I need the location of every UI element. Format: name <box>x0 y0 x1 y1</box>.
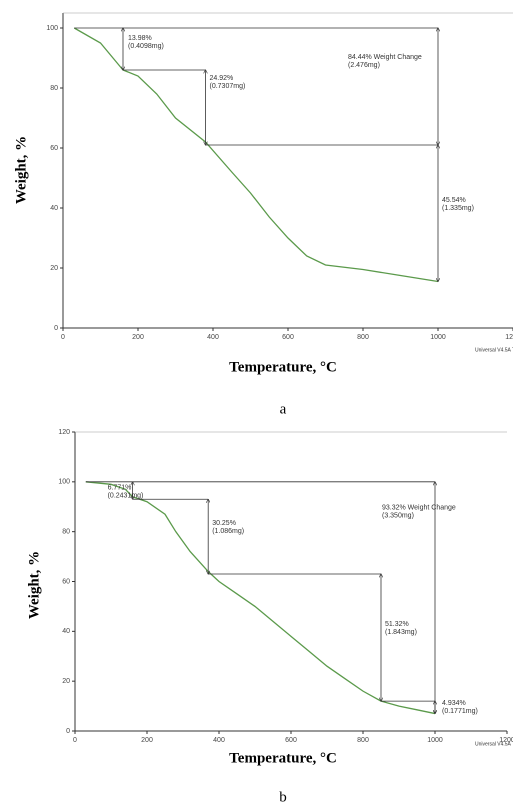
x-tick-label: 1200 <box>499 737 513 744</box>
instrument-note: Universal V4.5A T <box>475 347 513 353</box>
y-tick-label: 100 <box>46 25 58 32</box>
annotation-label: (1.843mg) <box>385 629 417 636</box>
x-tick-label: 800 <box>357 737 369 744</box>
y-tick-label: 120 <box>58 429 70 436</box>
y-tick-label: 40 <box>50 205 58 212</box>
y-tick-label: 20 <box>62 678 70 685</box>
y-tick-label: 0 <box>66 728 70 735</box>
annotation-label: 6.771% <box>108 485 132 492</box>
annotation-label: 13.98% <box>128 35 152 42</box>
y-tick-label: 80 <box>62 529 70 536</box>
annotation-label: 93.32% Weight Change <box>382 505 456 512</box>
y-axis-title: Weight, % <box>13 136 29 204</box>
x-tick-label: 800 <box>357 334 369 341</box>
annotation-label: 24.92% <box>210 75 234 82</box>
x-tick-label: 1000 <box>430 334 446 341</box>
x-tick-label: 0 <box>61 334 65 341</box>
y-axis-title: Weight, % <box>26 551 42 619</box>
annotation-label: (2.476mg) <box>348 62 380 69</box>
instrument-note: Universal V4.5A T <box>475 741 513 747</box>
annotation-label: (0.4098mg) <box>128 43 164 50</box>
x-tick-label: 200 <box>141 737 153 744</box>
y-tick-label: 100 <box>58 479 70 486</box>
y-tick-label: 40 <box>62 628 70 635</box>
y-tick-label: 60 <box>50 145 58 152</box>
y-tick-label: 80 <box>50 85 58 92</box>
x-tick-label: 400 <box>213 737 225 744</box>
x-axis-title: Temperature, °C <box>229 359 337 375</box>
caption: a <box>280 401 287 417</box>
caption: b <box>279 789 287 805</box>
annotation-label: 45.54% <box>442 197 466 204</box>
y-tick-label: 0 <box>54 325 58 332</box>
data-line <box>73 27 439 283</box>
x-tick-label: 400 <box>207 334 219 341</box>
annotation-label: (0.2431mg) <box>108 493 144 500</box>
annotation-label: (0.7307mg) <box>210 83 246 90</box>
x-tick-label: 0 <box>73 737 77 744</box>
annotation-label: (1.335mg) <box>442 205 474 212</box>
annotation-label: 4.934% <box>442 700 466 707</box>
annotation-label: (3.350mg) <box>382 513 414 520</box>
x-tick-label: 200 <box>132 334 144 341</box>
x-tick-label: 1000 <box>427 737 443 744</box>
y-tick-label: 20 <box>50 265 58 272</box>
annotation-label: (1.086mg) <box>212 528 244 535</box>
x-tick-label: 1200 <box>505 334 513 341</box>
x-axis-title: Temperature, °C <box>229 750 337 766</box>
y-tick-label: 60 <box>62 578 70 585</box>
annotation-label: 51.32% <box>385 621 409 628</box>
annotation-label: 30.25% <box>212 520 236 527</box>
annotation-label: 84.44% Weight Change <box>348 54 422 61</box>
annotation-label: (0.1771mg) <box>442 708 478 715</box>
x-tick-label: 600 <box>282 334 294 341</box>
x-tick-label: 600 <box>285 737 297 744</box>
